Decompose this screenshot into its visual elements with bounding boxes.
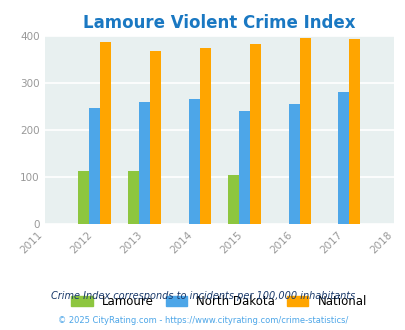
Text: © 2025 CityRating.com - https://www.cityrating.com/crime-statistics/: © 2025 CityRating.com - https://www.city… [58, 316, 347, 325]
Bar [100, 43, 111, 224]
Title: Lamoure Violent Crime Index: Lamoure Violent Crime Index [83, 14, 355, 32]
Bar [249, 44, 260, 224]
Bar [188, 99, 199, 224]
Bar [299, 38, 310, 224]
Bar [149, 51, 160, 224]
Bar [349, 39, 360, 224]
Bar [89, 108, 100, 224]
Bar [78, 171, 89, 224]
Legend: Lamoure, North Dakota, National: Lamoure, North Dakota, National [66, 290, 371, 313]
Text: Crime Index corresponds to incidents per 100,000 inhabitants: Crime Index corresponds to incidents per… [51, 291, 354, 301]
Bar [139, 102, 149, 224]
Bar [128, 171, 139, 224]
Bar [199, 48, 210, 224]
Bar [238, 111, 249, 224]
Bar [227, 175, 238, 224]
Bar [338, 92, 349, 224]
Bar [288, 105, 299, 224]
